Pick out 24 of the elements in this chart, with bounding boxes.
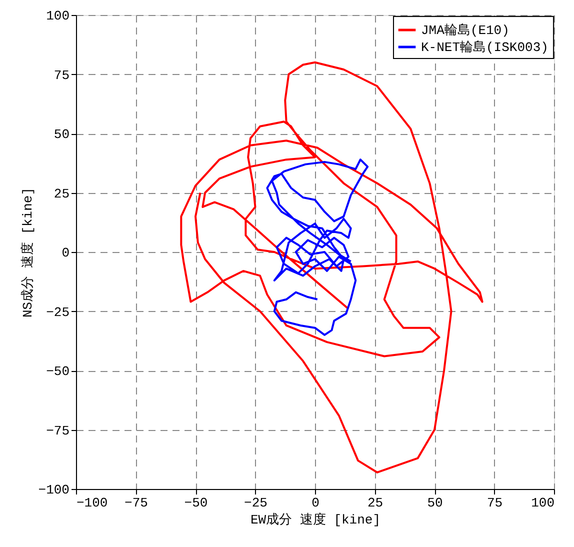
x-axis-title: EW成分 速度 [kine]: [250, 512, 381, 528]
y-axis-title: NS成分 速度 [kine]: [19, 187, 36, 318]
y-tick-label: 25: [54, 186, 70, 202]
x-tick-label: 75: [486, 496, 503, 510]
y-tick-label: −100: [38, 482, 70, 498]
y-tick-label: 75: [54, 68, 70, 83]
x-tick-label: −25: [244, 496, 268, 510]
x-tick-label: 25: [367, 496, 384, 510]
y-tick-label: 100: [46, 8, 70, 24]
x-tick-label: 100: [531, 496, 554, 510]
y-tick-label: 0: [62, 246, 70, 260]
y-tick-label: −50: [46, 364, 70, 379]
x-tick-label: −100: [76, 496, 108, 510]
y-tick-label: 50: [54, 127, 70, 142]
line-series: [266, 158, 369, 336]
legend-label: K-NET輪島(ISK003): [421, 40, 548, 55]
legend-label: JMA輪島(E10): [421, 23, 510, 38]
x-tick-label: −50: [184, 496, 208, 510]
y-tick-label: −25: [46, 304, 70, 320]
x-tick-label: −75: [124, 496, 148, 510]
line-series: [180, 61, 484, 474]
x-tick-label: 0: [312, 496, 320, 510]
x-tick-label: 50: [427, 496, 443, 510]
y-tick-label: −75: [46, 423, 70, 438]
